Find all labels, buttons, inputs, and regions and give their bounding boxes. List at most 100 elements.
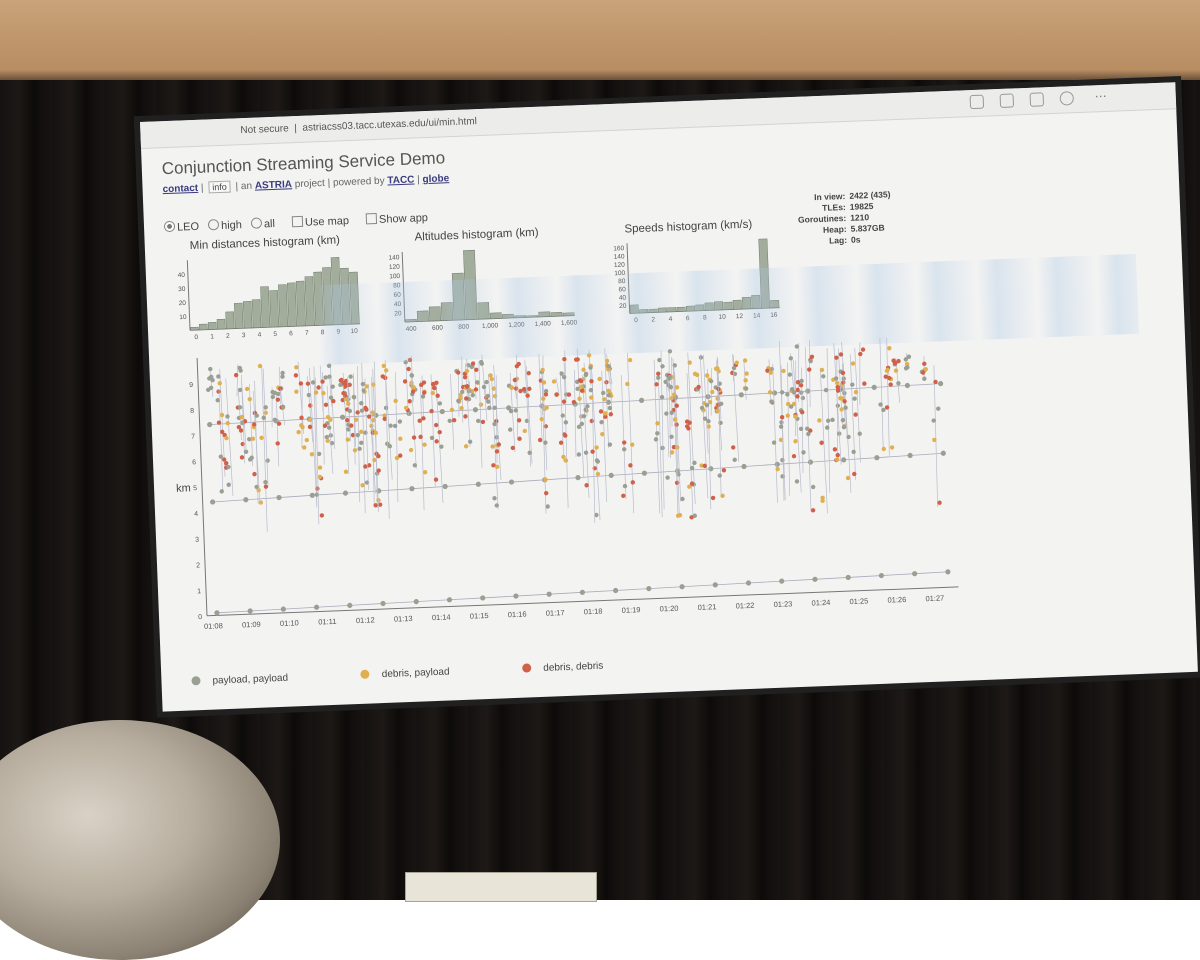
bookmark-icon[interactable] [969, 94, 985, 110]
scatter-point [387, 444, 393, 449]
scatter-point [922, 361, 927, 366]
scatter-point [478, 359, 484, 365]
leo-radio[interactable] [163, 220, 176, 233]
scatter-point [699, 405, 705, 411]
scatter-point [429, 435, 435, 441]
stat-label: Lag: [828, 234, 848, 246]
scatter-point [887, 346, 892, 351]
x-tick-label: 01:25 [849, 596, 868, 606]
trajectory-line [808, 340, 811, 408]
trajectory-line [849, 354, 856, 480]
x-tick-label: 4 [669, 316, 673, 323]
scatter-point [800, 395, 806, 401]
scatter-point [674, 480, 680, 485]
trajectory-line [923, 355, 925, 379]
x-tick-label: 7 [305, 330, 309, 337]
tacc-link[interactable]: TACC [387, 174, 415, 187]
scatter-point [352, 448, 358, 453]
trajectory-line [841, 341, 848, 437]
scatter-point [226, 464, 231, 470]
use-map-checkbox[interactable] [291, 215, 304, 228]
scatter-point [216, 389, 221, 394]
scatter-point [412, 463, 418, 468]
scatter-point [490, 444, 495, 449]
scatter-point [833, 376, 839, 381]
scatter-point [489, 376, 495, 382]
scatter-point [675, 445, 680, 450]
y-tick-label: 1 [197, 588, 201, 595]
scatter-point [851, 449, 856, 455]
all-radio[interactable] [250, 217, 263, 229]
histogram-bar [286, 282, 298, 327]
scatter-point [224, 435, 229, 441]
scatter-point [595, 471, 601, 477]
scatter-point [885, 367, 890, 373]
scatter-point [508, 427, 513, 432]
scatter-point [606, 393, 611, 398]
scatter-point [838, 352, 844, 357]
scatter-point [265, 458, 270, 463]
trajectory-line [368, 383, 376, 494]
scatter-point [692, 460, 697, 466]
scatter-point [686, 426, 691, 431]
trajectory-line [886, 337, 890, 456]
scatter-point [687, 484, 692, 489]
scatter-point [710, 389, 715, 395]
scatter-point [508, 479, 515, 485]
scatter-point [475, 380, 480, 385]
scatter-point [687, 360, 692, 365]
scatter-point [364, 407, 369, 412]
globe-link[interactable]: globe [422, 173, 450, 186]
show-app-checkbox[interactable] [365, 212, 378, 225]
scatter-point [407, 399, 412, 404]
url-display[interactable]: Not secure | astriacss03.tacc.utexas.edu… [240, 116, 478, 137]
trajectory-line [319, 365, 324, 413]
astria-link[interactable]: ASTRIA [254, 179, 293, 192]
extension-icon[interactable] [999, 93, 1015, 108]
scatter-point [721, 468, 727, 473]
profile-icon[interactable] [1059, 91, 1075, 106]
scatter-point [243, 449, 249, 454]
scatter-point [432, 385, 437, 391]
scatter-point [357, 446, 362, 451]
histogram-bar [648, 308, 658, 313]
scatter-point [903, 357, 909, 362]
menu-icon[interactable]: ⋯ [1094, 88, 1107, 104]
scatter-point [491, 463, 496, 468]
info-button[interactable]: info [208, 180, 232, 194]
high-radio[interactable] [207, 219, 220, 231]
scatter-point [492, 405, 497, 410]
scatter-point [316, 451, 322, 457]
scatter-point [743, 378, 748, 383]
scatter-point [272, 417, 278, 423]
scatter-point [850, 382, 855, 387]
scatter-point [883, 374, 888, 379]
scatter-point [607, 405, 613, 411]
scatter-point [707, 399, 713, 405]
scatter-point [472, 407, 479, 413]
contact-link[interactable]: contact [162, 182, 199, 196]
x-tick-label: 01:16 [508, 610, 527, 620]
y-axis [196, 357, 208, 616]
scatter-point [464, 368, 470, 374]
x-tick-label: 3 [242, 332, 246, 339]
scatter-point [539, 416, 544, 422]
scatter-point [627, 357, 633, 363]
scatter-point [903, 366, 909, 371]
scatter-point [603, 411, 608, 416]
histogram-bar [751, 294, 761, 309]
conjunction-scatter-plot[interactable]: km 0 1 2 3 4 5 6 7 8 9 01:08 01:09 01:10 01:11 01:12 01:… [169, 319, 970, 659]
trajectory-line [209, 367, 214, 397]
y-tick-label: 5 [193, 485, 197, 492]
trajectory-line [699, 354, 709, 499]
scatter-point [276, 421, 282, 426]
scatter-point [809, 354, 815, 359]
scatter-point [576, 452, 582, 457]
scatter-point [715, 396, 720, 401]
scatter-point [243, 497, 249, 503]
scatter-point [680, 496, 685, 502]
y-tick-label: 0 [198, 614, 202, 621]
trajectory-line [307, 376, 314, 443]
scatter-point [597, 376, 602, 382]
extension-icon[interactable] [1029, 92, 1045, 107]
